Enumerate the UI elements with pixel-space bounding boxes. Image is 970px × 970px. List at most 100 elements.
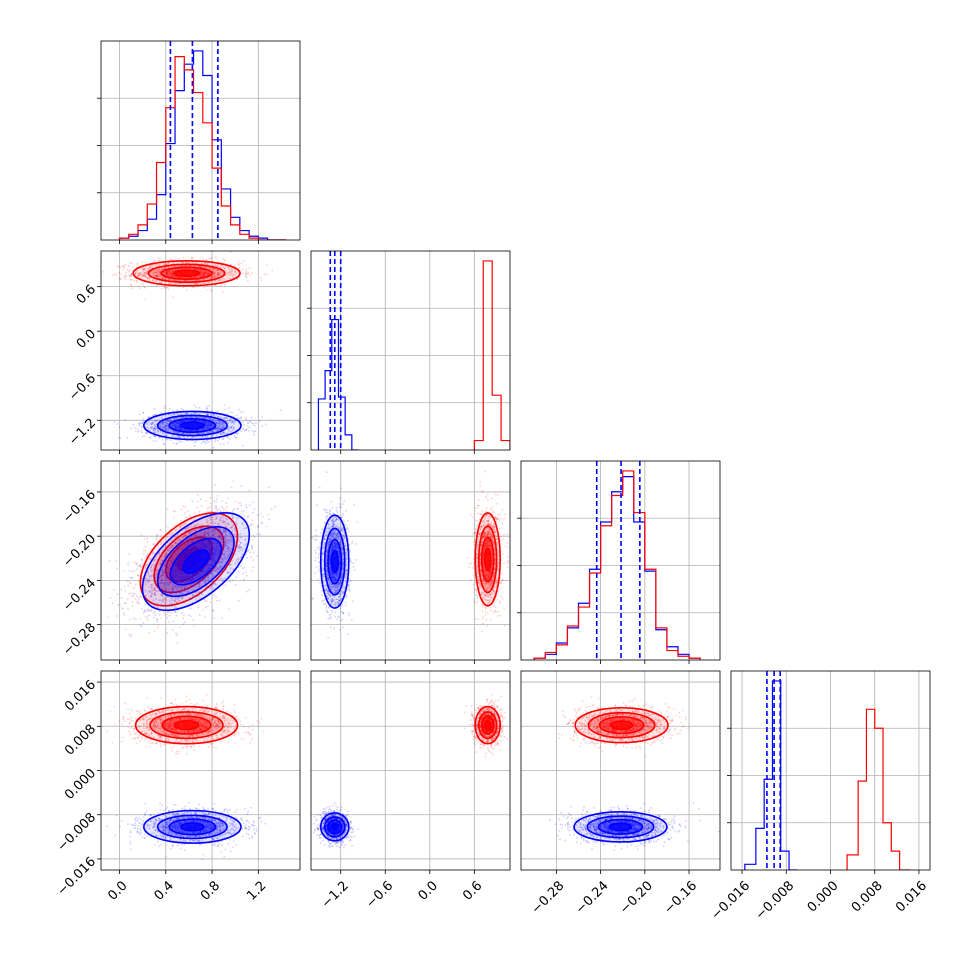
scatter-point — [145, 273, 148, 275]
scatter-point — [207, 605, 209, 608]
panel-frame — [100, 40, 301, 241]
scatter-point — [251, 548, 253, 550]
scatter-point — [178, 423, 181, 425]
scatter-point — [200, 272, 202, 275]
scatter-point — [242, 427, 245, 430]
scatter-point — [122, 268, 125, 271]
scatter-point — [237, 432, 240, 435]
scatter-point — [235, 272, 238, 275]
scatter-point — [227, 272, 230, 275]
scatter-point — [218, 423, 221, 425]
scatter-point — [240, 485, 243, 488]
scatter-point — [123, 276, 125, 279]
scatter-point — [146, 276, 149, 279]
scatter-point — [109, 597, 112, 599]
scatter-point — [146, 423, 149, 426]
scatter-point — [203, 282, 205, 285]
scatter-point — [135, 279, 138, 282]
scatter-point — [211, 277, 213, 279]
scatter-point — [176, 424, 178, 427]
scatter-point — [221, 423, 224, 426]
scatter-point — [205, 441, 208, 444]
scatter-point — [214, 276, 217, 279]
scatter-point — [143, 434, 146, 437]
scatter-point — [187, 262, 190, 264]
scatter-point — [202, 278, 205, 281]
scatter-point — [181, 262, 183, 264]
scatter-point — [251, 519, 254, 522]
scatter-point — [221, 432, 224, 434]
scatter-point — [220, 432, 222, 435]
scatter-point — [205, 421, 208, 424]
scatter-point — [265, 273, 268, 276]
scatter-point — [163, 426, 166, 429]
scatter-point — [159, 262, 162, 265]
scatter-point — [160, 275, 163, 278]
scatter-point — [166, 270, 169, 273]
histogram-panel-1 — [307, 250, 511, 454]
scatter-point — [143, 274, 145, 276]
scatter-point — [207, 426, 209, 429]
scatter-point — [248, 267, 251, 269]
scatter-point — [137, 262, 139, 264]
scatter-point — [224, 433, 226, 435]
scatter-point — [204, 270, 206, 273]
scatter-point — [133, 586, 136, 588]
density-fill — [173, 270, 200, 277]
scatter-point — [133, 279, 135, 282]
scatter-point — [143, 272, 145, 274]
scatter-point — [179, 426, 181, 429]
scatter-point — [167, 262, 170, 265]
scatter-point — [165, 613, 168, 616]
scatter-point — [224, 284, 226, 286]
scatter-point — [150, 427, 152, 429]
scatter-point — [162, 276, 164, 278]
scatter-point — [220, 274, 223, 276]
scatter-point — [152, 261, 155, 263]
scatter-point — [221, 421, 223, 424]
scatter-point — [163, 411, 166, 413]
scatter-point — [194, 262, 197, 264]
scatter-point — [179, 626, 181, 628]
scatter-point — [202, 278, 204, 281]
scatter-point — [192, 619, 195, 621]
scatter-point — [208, 425, 210, 427]
scatter-point — [198, 269, 201, 272]
scatter-point — [200, 442, 203, 444]
scatter-point — [141, 562, 144, 564]
scatter-point — [191, 500, 194, 502]
scatter-point — [205, 258, 208, 261]
scatter-point — [193, 276, 195, 279]
scatter-point — [209, 266, 212, 269]
scatter-point — [111, 274, 114, 276]
scatter-point — [159, 270, 162, 273]
scatter-point — [219, 265, 221, 268]
scatter-point — [167, 419, 169, 421]
density-contour — [160, 266, 213, 281]
density-contour — [147, 263, 226, 283]
scatter-point — [200, 429, 203, 432]
scatter-point — [225, 273, 228, 276]
scatter-point — [155, 536, 158, 538]
scatter-point — [117, 436, 120, 439]
scatter-point — [179, 420, 181, 423]
scatter-point — [218, 273, 220, 275]
scatter-point — [248, 524, 251, 527]
scatter-point — [226, 417, 229, 420]
scatter-point — [115, 273, 118, 276]
scatter-point — [163, 271, 165, 273]
scatter-point — [157, 273, 160, 275]
scatter-point — [149, 436, 152, 439]
scatter-point — [169, 272, 171, 275]
scatter-point — [167, 275, 170, 277]
scatter-point — [209, 502, 212, 505]
scatter-point — [140, 595, 143, 598]
scatter-point — [165, 272, 168, 275]
scatter-point — [167, 262, 169, 265]
scatter-point — [203, 416, 206, 419]
scatter-point — [156, 621, 159, 623]
scatter-point — [218, 269, 221, 272]
scatter-point — [151, 426, 154, 428]
scatter-point — [152, 428, 155, 430]
scatter-point — [220, 264, 223, 267]
